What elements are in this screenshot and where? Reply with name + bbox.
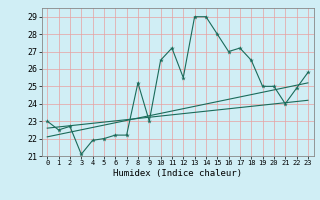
X-axis label: Humidex (Indice chaleur): Humidex (Indice chaleur): [113, 169, 242, 178]
